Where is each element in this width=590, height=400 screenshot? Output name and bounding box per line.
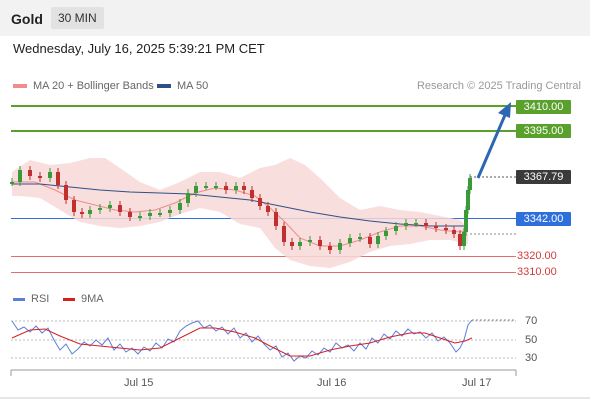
candle-body — [458, 234, 462, 246]
candle-body — [290, 242, 294, 246]
candle-body — [414, 223, 418, 225]
candle-body — [358, 237, 362, 239]
candle-body — [468, 178, 472, 190]
legend-swatch-ma50 — [157, 84, 171, 89]
support-2-label: 3310.00 — [517, 266, 557, 278]
resistance-line-2 — [11, 105, 516, 107]
candle-body — [258, 198, 262, 206]
legend-label-rsi-ma: 9MA — [81, 293, 104, 305]
legend-ma50: MA 50 — [157, 80, 208, 92]
candle-body — [168, 210, 172, 213]
candle-body — [138, 216, 142, 218]
chart-datetime: Wednesday, July 16, 2025 5:39:21 PM CET — [13, 41, 265, 56]
candle-body — [348, 238, 352, 243]
x-label-jul17: Jul 17 — [462, 377, 492, 389]
candle-body — [28, 170, 32, 176]
projection-arrow — [476, 102, 511, 179]
candle-body — [234, 186, 238, 190]
candle-body — [298, 242, 302, 246]
candle-body — [56, 172, 60, 185]
candle-body — [194, 186, 198, 193]
candle-body — [158, 213, 162, 215]
candle-body — [178, 203, 182, 210]
candle-body — [338, 243, 342, 250]
candle-body — [38, 176, 42, 178]
candle-body — [118, 205, 122, 212]
candle-body — [204, 186, 208, 188]
candle-body — [98, 208, 102, 210]
legend-swatch-rsi-ma — [63, 297, 75, 301]
legend-swatch-bollinger — [13, 84, 27, 89]
candle-body — [242, 186, 246, 190]
legend-label-rsi: RSI — [31, 293, 50, 305]
candle-body — [444, 228, 448, 230]
candle-body — [10, 182, 14, 184]
candle-body — [80, 212, 84, 214]
pivot-label: 3342.00 — [516, 212, 571, 226]
candle-body — [434, 226, 438, 228]
candle-body — [404, 223, 408, 226]
resistance-2-label: 3410.00 — [516, 100, 571, 114]
candle-body — [72, 200, 76, 212]
rsi-line — [11, 319, 473, 362]
resistance-1-label: 3395.00 — [516, 124, 571, 138]
support-line-1 — [11, 256, 516, 257]
candle-body — [108, 205, 112, 208]
legend-label-bollinger: MA 20 + Bollinger Bands — [33, 80, 154, 92]
candle-body — [224, 186, 228, 190]
candle-body — [384, 231, 388, 236]
candle-body — [282, 226, 286, 242]
candle-body — [464, 210, 468, 232]
legend-label-ma50: MA 50 — [177, 80, 209, 92]
symbol-title: Gold — [11, 11, 43, 27]
candle-body — [266, 206, 270, 212]
candle-body — [376, 236, 380, 244]
candle-body — [328, 246, 332, 250]
support-1-label: 3320.00 — [517, 250, 557, 262]
candle-body — [424, 223, 428, 226]
candle-body — [186, 193, 190, 203]
candle-body — [88, 210, 92, 214]
candle-body — [48, 172, 52, 178]
rsi-level-50: 50 — [525, 334, 538, 346]
legend-rsi-ma: 9MA — [63, 293, 104, 305]
rsi-level-30: 30 — [525, 352, 538, 364]
candle-body — [274, 212, 278, 226]
candle-body — [214, 186, 218, 188]
last-price-label: 3367.79 — [516, 170, 571, 184]
support-line-2 — [11, 272, 516, 273]
candle-body — [462, 232, 466, 246]
legend-rsi: RSI — [13, 293, 49, 305]
legend-swatch-rsi — [13, 297, 25, 301]
x-label-jul16: Jul 16 — [317, 377, 347, 389]
candle-body — [308, 240, 312, 242]
candle-body — [452, 230, 456, 234]
candle-body — [250, 190, 254, 198]
candle-body — [318, 240, 322, 246]
candle-body — [64, 185, 68, 200]
candle-body — [18, 170, 22, 182]
candle-body — [368, 237, 372, 244]
rsi-level-70: 70 — [525, 315, 538, 327]
candle-body — [466, 190, 470, 210]
candle-body — [148, 213, 152, 216]
timeframe-badge[interactable]: 30 MIN — [51, 7, 104, 29]
candle-body — [128, 212, 132, 217]
legend-bollinger: MA 20 + Bollinger Bands — [13, 80, 154, 92]
candle-body — [394, 226, 398, 231]
x-label-jul15: Jul 15 — [124, 377, 154, 389]
resistance-line-1 — [11, 130, 516, 132]
research-credit: Research © 2025 Trading Central — [416, 80, 581, 92]
rsi-ma-line — [11, 327, 473, 357]
